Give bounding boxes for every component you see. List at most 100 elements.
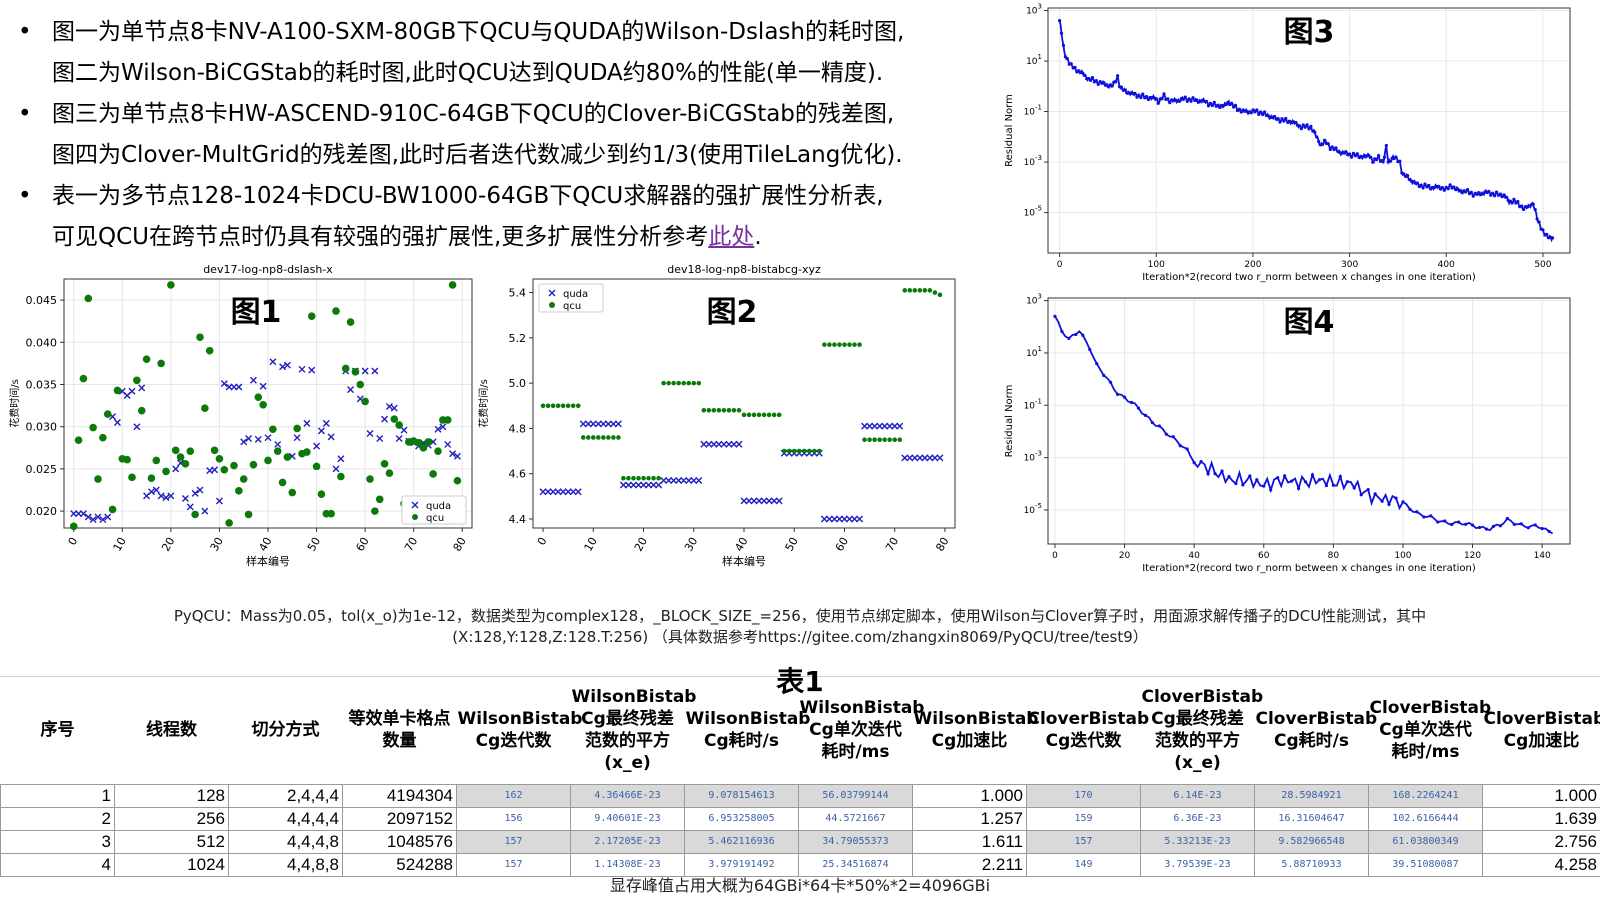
table-cell: 2: [0, 806, 115, 831]
data-point-qcu: [746, 412, 752, 418]
table-cell: 6.36E-23: [1140, 806, 1255, 831]
column-header-line: Cg加速比: [1503, 730, 1580, 751]
residual-point: [1216, 103, 1220, 107]
table-cell: 16.31604647: [1254, 806, 1369, 831]
data-point-quda: [886, 422, 894, 430]
data-point-quda: [293, 434, 301, 442]
residual-point: [1471, 194, 1475, 198]
table-cell: 159: [1026, 806, 1141, 831]
data-point-qcu: [907, 288, 913, 293]
table-cell: 157: [456, 829, 571, 854]
residual-point: [1369, 155, 1373, 160]
data-point-qcu: [651, 475, 656, 481]
residual-point: [1502, 193, 1506, 197]
x-tick-label: 40: [732, 535, 750, 554]
data-point-qcu: [570, 403, 576, 409]
data-point-qcu: [341, 364, 350, 373]
data-point-qcu: [917, 288, 923, 293]
residual-point: [1162, 92, 1166, 96]
data-point-qcu: [646, 475, 651, 481]
data-point-quda: [279, 363, 287, 371]
residual-point: [1276, 476, 1280, 480]
residual-point: [1146, 97, 1151, 102]
residual-point: [1415, 510, 1419, 514]
figure-label: 图2: [707, 295, 758, 330]
residual-point: [1136, 406, 1141, 410]
data-point-quda: [269, 358, 277, 366]
data-point-qcu: [781, 448, 787, 454]
data-point-qcu: [205, 346, 214, 355]
chart-fig3-svg: 0 100 200 300 400 50010310110-110-310-5Iterat…: [1004, 3, 1571, 283]
data-point-quda: [765, 497, 773, 505]
residual-point: [1477, 525, 1482, 530]
table-cell: 56.03799144: [798, 783, 913, 808]
data-point-qcu: [293, 424, 301, 433]
reference-link[interactable]: 此处: [708, 224, 755, 250]
data-point-quda: [926, 454, 934, 462]
bullet-item-2: • 图三为单节点8卡HW-ASCEND-910C-64GB下QCU的Clover…: [12, 94, 1002, 176]
data-point-qcu: [225, 519, 233, 527]
data-point-qcu: [171, 446, 180, 455]
residual-point: [1065, 56, 1069, 61]
legend-marker-qcu: [412, 514, 418, 520]
bullet-3-line-2-suffix: .: [754, 224, 762, 250]
data-point-quda: [181, 494, 189, 502]
data-point-qcu: [278, 478, 287, 487]
table-cell: 156: [456, 806, 571, 831]
residual-point: [1227, 474, 1231, 479]
residual-point: [1498, 524, 1502, 528]
data-point-qcu: [103, 410, 112, 418]
data-point-qcu: [167, 281, 175, 289]
residual-point: [1464, 522, 1468, 526]
data-point-qcu: [691, 380, 697, 386]
column-header-line: 范数的平方: [1155, 730, 1240, 751]
data-point-qcu: [390, 415, 399, 423]
residual-point: [1187, 97, 1191, 101]
data-point-quda: [559, 488, 567, 496]
data-point-qcu: [176, 453, 185, 461]
residual-point: [1491, 191, 1495, 195]
data-point-qcu: [897, 437, 903, 443]
residual-point: [1317, 139, 1321, 144]
y-tick-exponent: 1: [1038, 345, 1042, 353]
table-cell: 6.953258005: [684, 806, 799, 831]
x-tick-label: 100: [1394, 551, 1411, 561]
data-point-quda: [856, 515, 864, 523]
x-tick-label: 60: [353, 535, 371, 554]
column-header-line: WilsonBistab: [799, 697, 925, 718]
residual-point: [1119, 85, 1124, 89]
residual-point: [1088, 78, 1093, 82]
x-tick-label: 20: [632, 535, 650, 554]
data-point-quda: [660, 476, 668, 484]
data-point-quda: [434, 425, 442, 433]
data-point-qcu: [736, 407, 742, 413]
data-point-qcu: [766, 412, 772, 418]
plot-frame: [1047, 297, 1571, 545]
residual-point: [1537, 220, 1541, 224]
data-point-quda: [444, 440, 452, 448]
column-header-line: Cg最终残差: [1151, 708, 1244, 729]
table-cell: 3.979191492: [684, 852, 799, 877]
data-point-qcu: [606, 435, 611, 440]
data-point-quda: [564, 488, 572, 496]
chart-fig3: 0 100 200 300 400 500 103 101 10-1 10-3 10-5 Iterat…: [1000, 2, 1580, 286]
y-tick-label: 5.2: [509, 332, 527, 345]
residual-point: [1139, 95, 1143, 100]
data-point-qcu: [555, 403, 561, 409]
data-point-quda: [695, 476, 703, 484]
y-tick-label: 4.8: [509, 422, 527, 435]
residual-point: [1303, 125, 1307, 129]
table-cell: 2,4,4,4: [228, 783, 343, 808]
residual-point: [1102, 373, 1106, 377]
x-tick-label: 140: [1534, 551, 1551, 561]
data-point-quda: [347, 386, 355, 394]
data-point-qcu: [756, 412, 762, 418]
residual-point: [1394, 155, 1398, 159]
data-point-qcu: [74, 436, 83, 445]
residual-point: [1141, 92, 1145, 96]
column-header-line: 数量: [382, 730, 417, 751]
residual-point: [1090, 76, 1095, 80]
data-point-quda: [337, 455, 345, 463]
data-point-quda: [720, 440, 728, 448]
residual-point: [1248, 474, 1252, 478]
